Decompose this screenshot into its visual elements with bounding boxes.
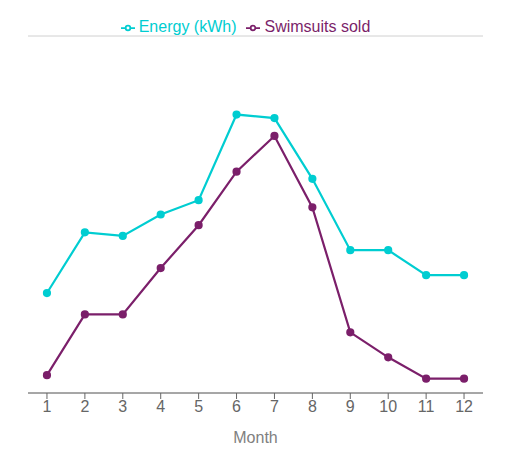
html-text:Swimsuits sold: Swimsuits sold xyxy=(264,18,371,35)
svg-text:10: 10 xyxy=(379,398,397,415)
svg-text:12: 12 xyxy=(455,398,473,415)
svg-text:5: 5 xyxy=(194,398,203,415)
svg-text:3: 3 xyxy=(118,398,127,415)
svg-text:2: 2 xyxy=(80,398,89,415)
svg-text:Month: Month xyxy=(233,429,277,446)
svg-text:11: 11 xyxy=(418,398,435,415)
svg-text:6: 6 xyxy=(232,398,241,415)
svg-text:4: 4 xyxy=(156,398,165,415)
svg-text:7: 7 xyxy=(270,398,279,415)
html-text:Energy (kWh): Energy (kWh) xyxy=(138,18,237,35)
svg-text:9: 9 xyxy=(346,398,355,415)
svg-text:1: 1 xyxy=(43,398,52,415)
svg-text:8: 8 xyxy=(308,398,317,415)
